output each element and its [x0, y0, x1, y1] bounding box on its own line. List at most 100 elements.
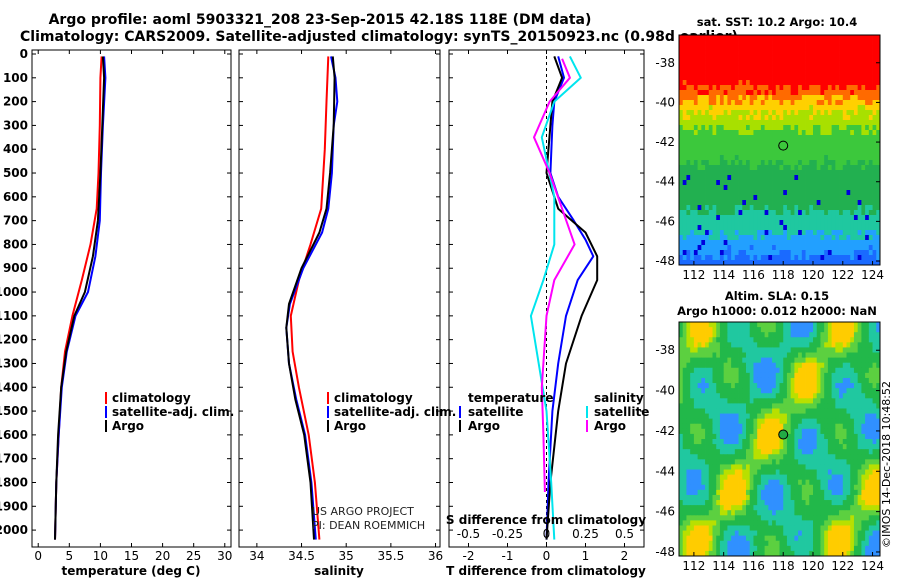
map-cell — [682, 347, 687, 353]
map-cell — [719, 494, 725, 501]
map-cell — [768, 125, 773, 131]
map-cell — [794, 210, 799, 216]
map-cell — [760, 322, 766, 328]
map-cell — [805, 500, 810, 506]
map-cell — [746, 352, 751, 359]
map-cell — [679, 245, 684, 251]
map-cell — [783, 110, 788, 116]
map-cell — [827, 35, 833, 41]
map-cell — [723, 393, 728, 399]
map-cell — [746, 210, 751, 216]
map-cell — [809, 55, 814, 61]
map-cell — [742, 105, 747, 111]
map-cell — [753, 362, 758, 369]
map-cell — [824, 145, 829, 151]
lat-tick-label: -48 — [655, 254, 675, 268]
map-cell — [801, 155, 806, 161]
map-cell — [760, 150, 766, 156]
map-cell — [865, 260, 870, 266]
map-cell — [734, 362, 739, 369]
map-cell — [757, 165, 762, 171]
map-cell — [705, 464, 710, 470]
map-cell — [801, 367, 806, 374]
map-cell — [842, 200, 847, 206]
temperature-legend: climatology satellite-adj. clim. Argo — [105, 391, 234, 433]
map-cell — [813, 160, 818, 166]
map-cell — [872, 120, 877, 126]
map-cell — [842, 85, 847, 91]
map-cell — [757, 195, 762, 201]
map-cell — [790, 377, 795, 384]
map-cell — [686, 125, 691, 131]
map-cell — [686, 195, 691, 201]
map-cell — [876, 65, 881, 71]
map-cell — [816, 205, 821, 211]
map-cell — [697, 500, 702, 506]
map-cell — [723, 444, 728, 450]
map-cell — [775, 454, 780, 460]
map-cell — [816, 510, 821, 516]
map-cell — [775, 418, 780, 425]
map-cell — [768, 413, 773, 420]
map-cell — [816, 332, 821, 338]
map-cell — [798, 200, 803, 206]
map-cell — [809, 347, 814, 353]
map-cell — [783, 65, 788, 71]
map-cell — [798, 160, 803, 166]
map-cell — [850, 65, 855, 71]
map-cell — [760, 100, 766, 106]
map-cell — [679, 255, 684, 261]
map-cell — [712, 418, 717, 425]
map-cell — [786, 225, 792, 231]
map-cell — [693, 520, 699, 526]
map-cell — [786, 75, 792, 81]
map-cell — [813, 90, 818, 96]
map-cell — [865, 75, 870, 81]
map-cell — [716, 255, 721, 261]
map-cell — [682, 255, 687, 261]
map-cell — [790, 489, 795, 496]
map-cell — [682, 444, 687, 450]
map-cell — [705, 100, 710, 106]
map-cell — [708, 175, 713, 181]
map-cell — [738, 372, 743, 379]
map-cell — [801, 85, 806, 91]
map-cell — [679, 75, 684, 81]
map-cell — [686, 65, 691, 71]
map-cell — [719, 75, 725, 81]
map-cell — [697, 403, 702, 409]
map-cell — [682, 100, 687, 106]
map-cell — [865, 398, 870, 404]
map-cell — [697, 444, 702, 450]
map-cell — [798, 474, 803, 481]
map-cell — [850, 200, 855, 206]
map-cell — [861, 245, 866, 251]
map-cell — [705, 235, 710, 241]
map-cell — [749, 95, 754, 101]
map-cell — [734, 357, 739, 364]
map-cell — [731, 100, 736, 106]
map-cell — [682, 40, 687, 46]
map-cell — [712, 459, 717, 465]
map-cell — [697, 215, 702, 221]
map-cell — [816, 408, 821, 414]
map-cell — [842, 155, 847, 161]
map-cell — [872, 520, 877, 526]
map-cell — [734, 90, 739, 96]
map-cell — [857, 347, 862, 353]
map-cell — [839, 190, 844, 196]
map-cell — [872, 80, 877, 86]
map-cell — [738, 484, 743, 491]
map-cell — [794, 418, 799, 425]
map-cell — [701, 160, 706, 166]
map-cell — [708, 327, 713, 333]
map-cell — [786, 165, 792, 171]
map-cell — [850, 510, 855, 516]
map-cell — [783, 240, 788, 246]
map-cell — [794, 85, 799, 91]
map-cell — [839, 332, 844, 338]
map-cell — [679, 70, 684, 76]
map-cell — [716, 413, 721, 420]
map-cell — [690, 433, 695, 440]
map-cell — [719, 255, 725, 261]
